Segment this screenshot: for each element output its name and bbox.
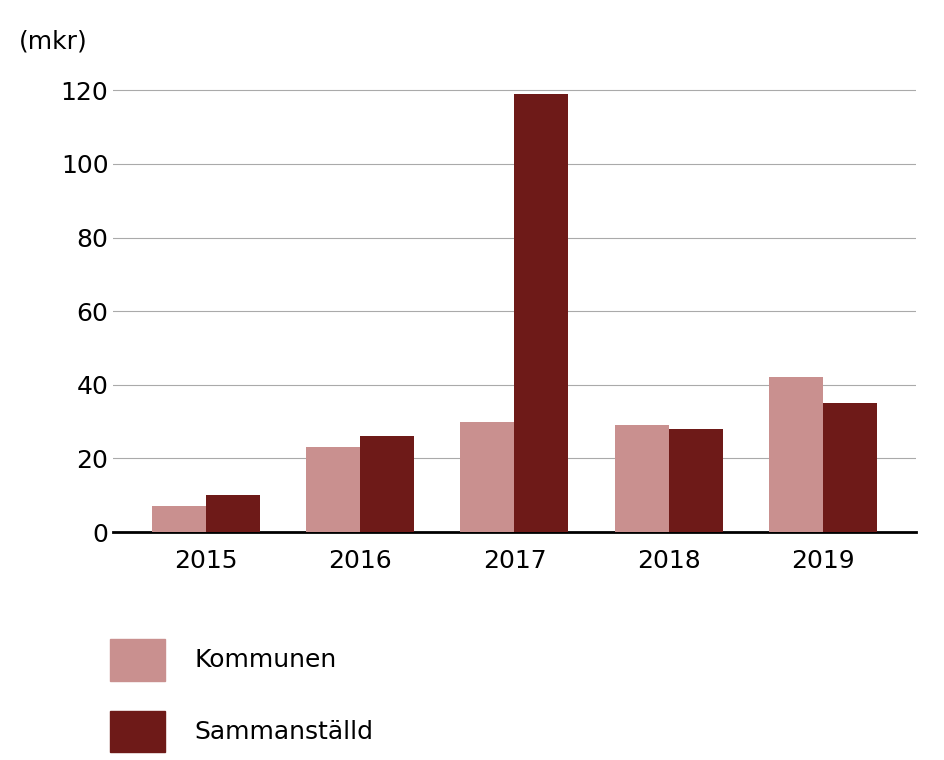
Bar (206, 496, 260, 532)
Bar (514, 94, 568, 532)
Bar (152, 506, 206, 532)
Bar (668, 429, 723, 532)
Bar (615, 426, 668, 532)
Legend: Kommunen, Sammanställd: Kommunen, Sammanställd (110, 638, 374, 752)
Bar (769, 378, 823, 532)
Text: (mkr): (mkr) (19, 29, 88, 53)
Bar (306, 448, 361, 532)
Bar (461, 422, 514, 532)
Bar (823, 403, 877, 532)
Bar (361, 436, 414, 532)
